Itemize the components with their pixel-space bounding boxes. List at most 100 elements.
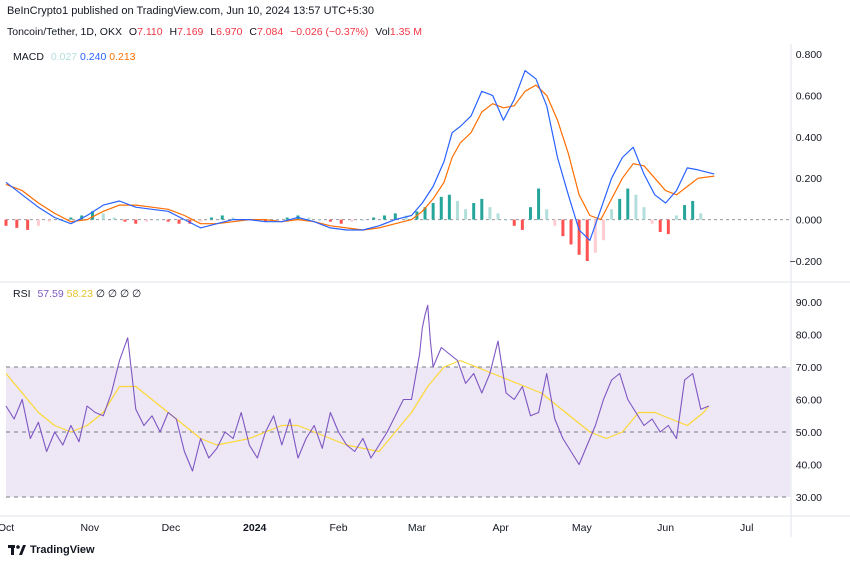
macd-histogram-bar: [666, 219, 670, 235]
macd-histogram-bar: [674, 215, 678, 220]
macd-histogram-bar: [464, 209, 468, 220]
macd-histogram-bar: [699, 213, 703, 220]
macd-histogram-bar: [610, 209, 614, 220]
macd-histogram-bar: [80, 215, 84, 220]
macd-histogram-bar: [545, 209, 549, 220]
rsi-y-tick-label: 50.00: [796, 427, 822, 439]
macd-histogram-bar: [520, 219, 524, 230]
macd-histogram-bar: [101, 213, 105, 220]
macd-histogram-bar: [328, 219, 332, 222]
time-axis-label: Feb: [329, 522, 347, 534]
rsi-y-tick-label: 80.00: [796, 330, 822, 342]
high-value: 7.169: [177, 26, 204, 38]
time-axis-label: Oct: [0, 522, 14, 534]
rsi-extra-values: ∅ ∅ ∅ ∅: [95, 288, 142, 300]
macd-histogram-bar: [155, 219, 159, 221]
rsi-y-tick-label: 30.00: [796, 492, 822, 504]
macd-histogram-bar: [593, 219, 597, 253]
macd-histogram-bar: [404, 215, 408, 220]
macd-signal-value: 0.213: [109, 51, 136, 63]
macd-y-tick-label: 0.000: [796, 215, 822, 227]
macd-histogram-bar: [488, 207, 492, 220]
macd-histogram-bar: [15, 219, 19, 228]
change-value: −0.026 (−0.37%): [290, 26, 369, 38]
macd-histogram-bar: [447, 194, 451, 220]
macd-histogram-bar: [307, 217, 311, 220]
macd-y-tick-label: −0.200: [790, 256, 823, 268]
time-axis-label: Jul: [740, 522, 753, 534]
macd-histogram-bar: [166, 219, 170, 222]
macd-histogram-bar: [618, 198, 622, 220]
macd-histogram-bar: [393, 213, 397, 220]
macd-histogram-bar: [382, 215, 386, 220]
macd-histogram-bar: [431, 203, 435, 220]
macd-histogram-bar: [231, 217, 235, 220]
open-value: 7.110: [137, 26, 163, 38]
macd-histogram-bar: [480, 198, 484, 220]
macd-histogram-bar: [112, 217, 116, 220]
macd-histogram-bar: [274, 219, 278, 221]
macd-histogram-bar: [561, 219, 565, 237]
macd-histogram-bar: [4, 219, 8, 226]
macd-histogram-bar: [361, 219, 365, 221]
rsi-y-tick-label: 40.00: [796, 460, 822, 472]
macd-histogram-bar: [634, 194, 638, 220]
macd-histogram-bar: [537, 188, 541, 220]
macd-histogram-bar: [285, 217, 289, 220]
time-axis-label: Dec: [162, 522, 181, 534]
macd-histogram-bar: [472, 203, 476, 220]
macd-histogram-bar: [339, 219, 343, 224]
rsi-y-tick-label: 70.00: [796, 362, 822, 374]
symbol-legend: Toncoin/Tether, 1D, OKX O7.110 H7.169 L6…: [7, 26, 422, 38]
open-key: O: [128, 26, 138, 38]
volume-value: 1.35 M: [389, 26, 423, 38]
macd-histogram-bar: [658, 219, 662, 233]
macd-histogram-bar: [47, 219, 51, 222]
macd-histogram-bar: [512, 219, 516, 226]
macd-histogram-bar: [220, 215, 224, 220]
macd-histogram-bar: [177, 219, 181, 224]
macd-histogram-bar: [26, 219, 30, 230]
macd-histogram-bar: [91, 211, 95, 220]
macd-histogram-bar: [553, 219, 557, 226]
macd-line: [5, 69, 715, 241]
macd-y-tick-label: 0.600: [796, 90, 822, 102]
macd-histogram-bar: [69, 217, 73, 220]
macd-histogram-bar: [626, 188, 630, 220]
macd-histogram-bar: [642, 207, 646, 220]
symbol-name[interactable]: Toncoin/Tether, 1D, OKX: [7, 26, 122, 38]
macd-y-tick-label: 0.400: [796, 132, 822, 144]
macd-histogram-bar: [504, 219, 508, 221]
macd-histogram-bar: [372, 217, 376, 220]
low-value: 6.970: [216, 26, 243, 38]
time-axis-label: Mar: [408, 522, 427, 534]
tradingview-logo-icon: [8, 544, 26, 555]
macd-legend[interactable]: MACD 0.027 0.240 0.213: [13, 51, 136, 63]
macd-histogram-bar: [455, 200, 459, 220]
macd-hist-value: 0.027: [50, 51, 78, 63]
macd-histogram-bar: [318, 219, 322, 221]
time-axis-label: Nov: [80, 522, 99, 534]
macd-histogram-bar: [36, 219, 40, 226]
macd-histogram-bar: [496, 213, 500, 220]
high-key: H: [169, 26, 178, 38]
macd-histogram-bar: [209, 217, 213, 220]
macd-histogram-bar: [439, 196, 443, 220]
macd-histogram-bar: [188, 219, 192, 224]
brand-name: TradingView: [30, 544, 95, 556]
time-axis-label: Apr: [493, 522, 510, 534]
macd-histogram-bar: [264, 219, 268, 222]
publisher-line: BeInCrypto1 published on TradingView.com…: [7, 5, 375, 17]
tradingview-brand[interactable]: TradingView: [8, 544, 95, 556]
macd-histogram-bar: [569, 219, 573, 245]
rsi-legend[interactable]: RSI 57.59 58.23 ∅ ∅ ∅ ∅: [13, 288, 141, 300]
macd-histogram-bar: [350, 219, 354, 222]
macd-histogram-bar: [123, 219, 127, 222]
close-value: 7.084: [256, 26, 284, 38]
macd-histogram-bar: [577, 219, 581, 255]
macd-y-tick-label: 0.200: [796, 173, 822, 185]
low-key: L: [210, 26, 217, 38]
macd-line-value: 0.240: [80, 51, 107, 63]
macd-histogram-bar: [585, 219, 589, 261]
